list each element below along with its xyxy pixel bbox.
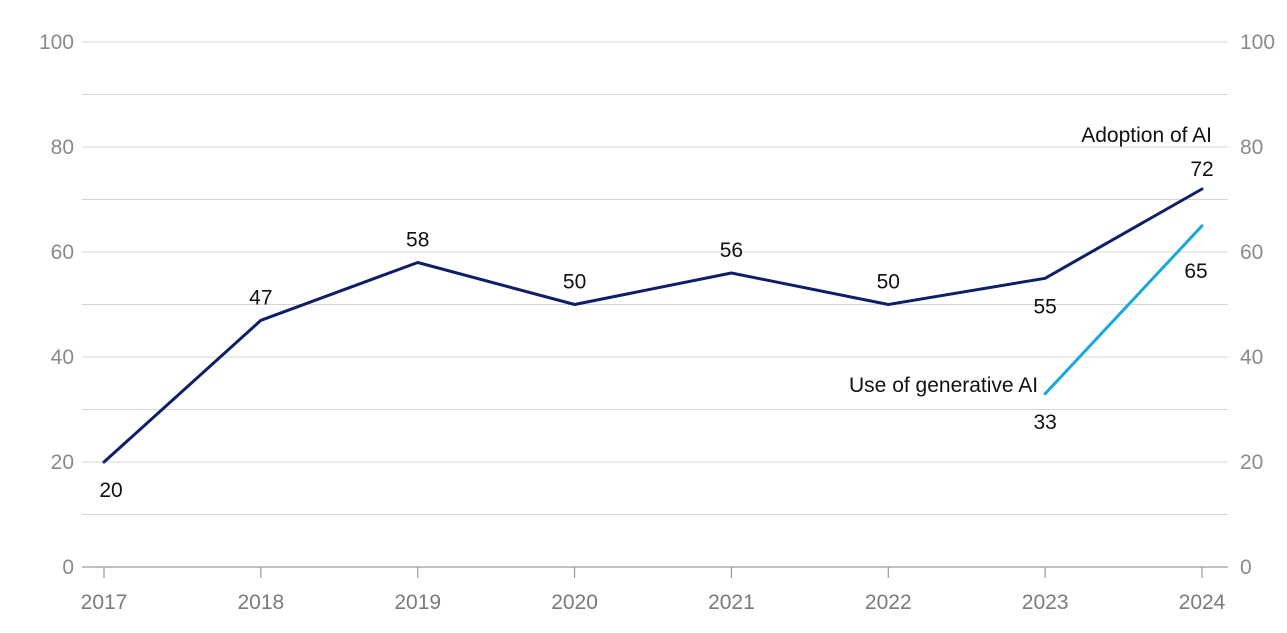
y-tick-left-0: 0: [62, 556, 74, 579]
data-label-s0-2021: 56: [720, 239, 743, 262]
y-tick-right-60: 60: [1240, 241, 1263, 264]
data-label-s1-2023: 33: [1033, 411, 1056, 434]
data-label-s1-2024: 65: [1184, 260, 1207, 283]
y-tick-right-100: 100: [1240, 31, 1275, 54]
series-lines: [102, 187, 1204, 464]
x-tick-2017: 2017: [81, 591, 128, 614]
y-tick-left-40: 40: [51, 346, 74, 369]
gridlines: [82, 41, 1228, 515]
y-tick-right-40: 40: [1240, 346, 1263, 369]
data-label-s0-2018: 47: [249, 286, 272, 309]
series-name-label-0: Adoption of AI: [1081, 124, 1212, 147]
data-label-s0-2024: 72: [1190, 158, 1213, 181]
x-tick-2018: 2018: [237, 591, 284, 614]
y-tick-left-80: 80: [51, 136, 74, 159]
x-tick-2022: 2022: [865, 591, 912, 614]
y-tick-left-100: 100: [39, 31, 74, 54]
x-tick-2021: 2021: [708, 591, 755, 614]
y-tick-left-60: 60: [51, 241, 74, 264]
series-line-use-of-generative-ai: [1043, 224, 1204, 396]
series-line-adoption-of-ai: [102, 187, 1204, 464]
data-label-s0-2020: 50: [563, 271, 586, 294]
y-tick-right-0: 0: [1240, 556, 1252, 579]
y-tick-left-20: 20: [51, 451, 74, 474]
x-tick-2023: 2023: [1022, 591, 1069, 614]
data-label-s0-2023: 55: [1033, 295, 1056, 318]
data-label-s0-2017: 20: [99, 479, 122, 502]
y-tick-right-80: 80: [1240, 136, 1263, 159]
x-tick-2020: 2020: [551, 591, 598, 614]
x-tick-2024: 2024: [1179, 591, 1226, 614]
x-tick-2019: 2019: [394, 591, 441, 614]
data-label-s0-2019: 58: [406, 229, 429, 252]
data-label-s0-2022: 50: [877, 271, 900, 294]
y-tick-right-20: 20: [1240, 451, 1263, 474]
data-labels: 20 47 58 50 56 50 55 72 Adoption of AI 33 65 Use of…: [99, 124, 1213, 502]
series-name-label-1: Use of generative AI: [849, 374, 1038, 397]
